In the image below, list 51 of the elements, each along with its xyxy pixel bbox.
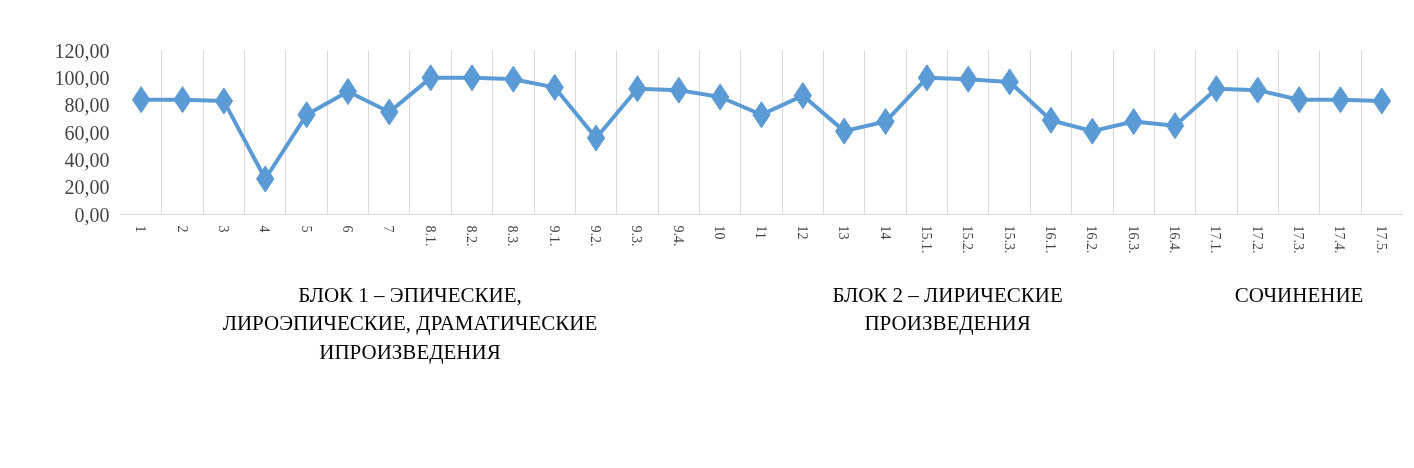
point xyxy=(710,83,730,111)
x-tick-label: 3 xyxy=(215,225,231,233)
y-tick-label: 20,00 xyxy=(64,176,110,199)
y-tick-label: 120,00 xyxy=(54,39,110,62)
text: БЛОК 2 – ЛИРИЧЕСКИЕ ПРОИЗВЕДЕНИЯ xyxy=(832,282,1063,336)
x-tick-label: 8.3. xyxy=(505,225,521,247)
x-tick-label: 15.3. xyxy=(1001,225,1017,254)
y-tick-label: 80,00 xyxy=(64,94,110,117)
x-tick-label: 8.1. xyxy=(422,225,438,247)
point xyxy=(462,64,482,92)
x-tick-label: 16.2. xyxy=(1084,225,1100,254)
x-tick-label: 9.3. xyxy=(629,225,645,247)
text: СОЧИНЕНИЕ xyxy=(1234,282,1364,307)
x-tick-label: 8.2. xyxy=(464,225,480,247)
point xyxy=(793,82,813,110)
point xyxy=(1041,106,1061,134)
x-tick-label: 15.1. xyxy=(918,225,934,254)
x-tick-label: 12 xyxy=(794,225,810,240)
x-tick-label: 1 xyxy=(133,225,149,233)
y-tick-label: 40,00 xyxy=(64,148,110,171)
x-tick-label: 17.3. xyxy=(1291,225,1307,254)
x-tick-label: 17.5. xyxy=(1373,225,1389,254)
point xyxy=(338,78,358,105)
x-tick-label: 17.4. xyxy=(1332,225,1348,254)
point xyxy=(586,124,606,152)
x-tick-label: 11 xyxy=(753,225,769,239)
x-tick-label: 5 xyxy=(298,225,314,233)
x-tick-label: 10 xyxy=(712,225,728,240)
text: БЛОК 1 – ЭПИЧЕСКИЕ, ЛИРОЭПИЧЕСКИЕ, ДРАМАТИЧЕСКИЕ ИПРОИЗВЕДЕНИЯ xyxy=(222,282,598,365)
x-tick-label: 16.1. xyxy=(1042,225,1058,254)
x-tick-label: 9.4. xyxy=(670,225,686,247)
y-tick-label: 0,00 xyxy=(74,203,110,226)
x-tick-label: 16.4. xyxy=(1167,225,1183,254)
x-tick-label: 16.3. xyxy=(1125,225,1141,254)
point xyxy=(214,87,234,115)
point xyxy=(1165,112,1185,140)
y-tick-label: 100,00 xyxy=(54,66,110,89)
x-tick-label: 13 xyxy=(836,225,852,240)
point xyxy=(1289,86,1309,114)
x-tick-label: 2 xyxy=(174,225,190,233)
x-tick-label: 4 xyxy=(257,225,273,233)
x-tick-label: 15.2. xyxy=(960,225,976,254)
x-tick-label: 9.2. xyxy=(588,225,604,247)
y-tick-label: 60,00 xyxy=(64,121,110,144)
point xyxy=(917,64,937,92)
x-tick-label: 17.2. xyxy=(1249,225,1265,254)
x-tick-label: 7 xyxy=(381,225,397,233)
x-tick-label: 17.1. xyxy=(1208,225,1224,254)
x-tick-label: 14 xyxy=(877,225,893,240)
x-tick-label: 9.1. xyxy=(546,225,562,247)
x-tick-label: 6 xyxy=(339,225,355,233)
